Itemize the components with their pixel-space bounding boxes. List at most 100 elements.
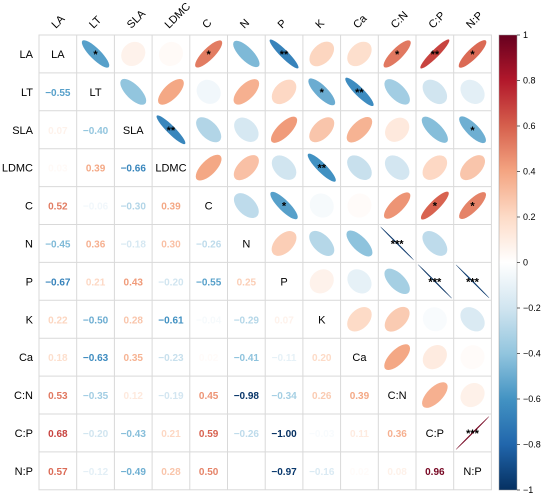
corr-value-p-ldmc: −0.20 — [158, 277, 184, 288]
colorbar-tick-label: −0.6 — [523, 394, 541, 404]
significance-stars-la-c-p: ** — [431, 49, 440, 61]
significance-stars-c-p: * — [282, 201, 287, 213]
diagonal-label-n: N — [242, 238, 250, 250]
corr-value-ca-k: 0.20 — [312, 353, 332, 364]
corr-value-p-n: 0.25 — [237, 277, 257, 288]
corr-value-ca-la: 0.18 — [48, 353, 68, 364]
colorbar-tick-label: 0.4 — [523, 167, 536, 177]
column-label-n: N — [238, 17, 252, 31]
corr-ellipse-la-n — [233, 40, 260, 68]
corr-value-n-p-k: −0.16 — [309, 467, 335, 478]
significance-stars-c-c-p: * — [433, 201, 438, 213]
significance-stars-sla-n-p: * — [470, 125, 475, 137]
corr-ellipse-la-p — [269, 39, 299, 69]
column-label-ldmc: LDMC — [163, 1, 194, 32]
corr-value-n-p-sla: −0.49 — [121, 467, 147, 478]
corr-ellipse-n-n-p — [460, 231, 485, 256]
corr-value-ldmc-sla: −0.66 — [121, 164, 147, 175]
colorbar-tick-label: 0.6 — [523, 121, 536, 131]
colorbar-tick-label: −0.2 — [523, 303, 541, 313]
corr-value-ldmc-la: 0.03 — [48, 164, 68, 175]
row-label-c-p: C:P — [15, 428, 33, 440]
corr-ellipse-c-n-p — [459, 192, 486, 219]
corr-value-p-lt: 0.21 — [86, 277, 106, 288]
corr-ellipse-sla-c-p — [421, 116, 448, 143]
corr-value-ca-p: −0.11 — [272, 353, 297, 364]
diagonal-label-k: K — [318, 314, 326, 326]
corr-ellipse-ldmc-n — [233, 155, 259, 181]
corr-value-ca-lt: −0.63 — [83, 353, 109, 364]
column-label-ca: Ca — [351, 12, 370, 31]
corr-value-c-n-lt: −0.35 — [83, 391, 109, 402]
corr-value-n-ldmc: 0.30 — [161, 239, 181, 250]
diagonal-label-sla: SLA — [123, 125, 144, 137]
significance-stars-p-n-p: *** — [466, 276, 480, 288]
colorbar-bar — [498, 34, 518, 491]
corr-value-k-sla: 0.28 — [124, 315, 144, 326]
corr-value-c-lt: −0.06 — [83, 202, 109, 213]
corr-ellipse-p-n-p — [455, 264, 490, 299]
column-label-c: C — [200, 17, 214, 31]
corr-ellipse-sla-p — [270, 116, 298, 143]
column-label-k: K — [313, 17, 327, 31]
column-label-c-p: C:P — [426, 10, 447, 31]
corr-ellipse-sla-n — [234, 117, 259, 142]
colorbar-tick-label: 0.2 — [523, 212, 536, 222]
significance-stars-n-c-n: *** — [391, 238, 405, 250]
corr-ellipse-c-k — [309, 193, 334, 218]
matrix-cells: LA * * ** * ** *−0.55 LT * **0.07 −0.40 SLA ** *0.03 0… — [45, 39, 490, 478]
corr-value-c-p-c: 0.59 — [199, 429, 219, 440]
corr-value-n-c: −0.26 — [196, 239, 222, 250]
corr-ellipse-ldmc-k — [307, 153, 336, 182]
corr-ellipse-la-c-p — [420, 39, 450, 69]
corr-ellipse-la-lt — [81, 40, 110, 68]
diagonal-label-ca: Ca — [352, 352, 367, 364]
corr-ellipse-sla-ca — [346, 117, 373, 143]
corr-value-n-p-c-p: 0.96 — [425, 467, 445, 478]
column-label-sla: SLA — [125, 7, 149, 31]
corr-ellipse-c-n-n-p — [460, 382, 485, 408]
corr-value-k-ldmc: −0.61 — [158, 315, 184, 326]
corr-ellipse-ldmc-c-n — [384, 155, 410, 180]
corr-ellipse-ca-n-p — [460, 345, 485, 370]
significance-stars-c-p-n-p: *** — [466, 428, 480, 440]
corr-ellipse-lt-sla — [120, 78, 147, 105]
corr-ellipse-c-p — [270, 191, 298, 220]
corr-ellipse-lt-c-p — [422, 79, 448, 105]
corr-ellipse-c-c-p — [420, 191, 449, 220]
corr-ellipse-sla-ldmc — [156, 115, 186, 145]
corr-ellipse-la-sla — [121, 41, 146, 67]
corr-value-n-la: −0.45 — [45, 239, 71, 250]
colorbar-tick-label: −1 — [523, 485, 533, 495]
corr-ellipse-ldmc-ca — [347, 155, 372, 180]
significance-stars-la-n-p: * — [470, 49, 475, 61]
row-label-ca: Ca — [19, 352, 34, 364]
corr-value-lt-la: −0.55 — [45, 88, 71, 99]
corr-value-sla-la: 0.07 — [48, 126, 68, 137]
corr-value-c-n-c: 0.45 — [199, 391, 219, 402]
corr-value-c-p-c-n: 0.36 — [387, 429, 407, 440]
colorbar-tick-label: −0.8 — [523, 440, 541, 450]
corr-ellipse-p-c-n — [384, 268, 410, 295]
corr-value-c-p-la: 0.68 — [48, 429, 68, 440]
corr-ellipse-ldmc-c — [195, 154, 222, 181]
corr-value-ca-c: 0.02 — [199, 353, 219, 364]
colorbar: 1 0.8 0.6 0.4 0.2 0 −0.2 −0.4 −0.6 −0.8 −1 — [498, 30, 541, 495]
corr-ellipse-la-c-n — [383, 40, 411, 68]
corr-ellipse-k-c-n — [384, 306, 410, 332]
corr-value-n-p-ca: 0.02 — [350, 467, 370, 478]
corr-ellipse-sla-k — [309, 117, 335, 143]
significance-stars-lt-ca: ** — [355, 87, 364, 99]
corr-value-n-p-c: 0.50 — [199, 467, 219, 478]
corr-ellipse-ca-c-n — [384, 344, 411, 371]
corr-value-n-lt: 0.36 — [86, 239, 106, 250]
corr-ellipse-ldmc-n-p — [460, 155, 486, 181]
corr-value-p-la: −0.67 — [45, 277, 71, 288]
corr-value-c-p-k: −0.03 — [309, 429, 335, 440]
diagonal-label-c-n: C:N — [388, 390, 407, 402]
corr-value-c-n-p: −0.34 — [271, 391, 297, 402]
corr-value-c-n-ldmc: −0.19 — [158, 391, 184, 402]
corr-value-k-la: 0.22 — [48, 315, 68, 326]
corr-value-c-p-n: −0.26 — [234, 429, 260, 440]
